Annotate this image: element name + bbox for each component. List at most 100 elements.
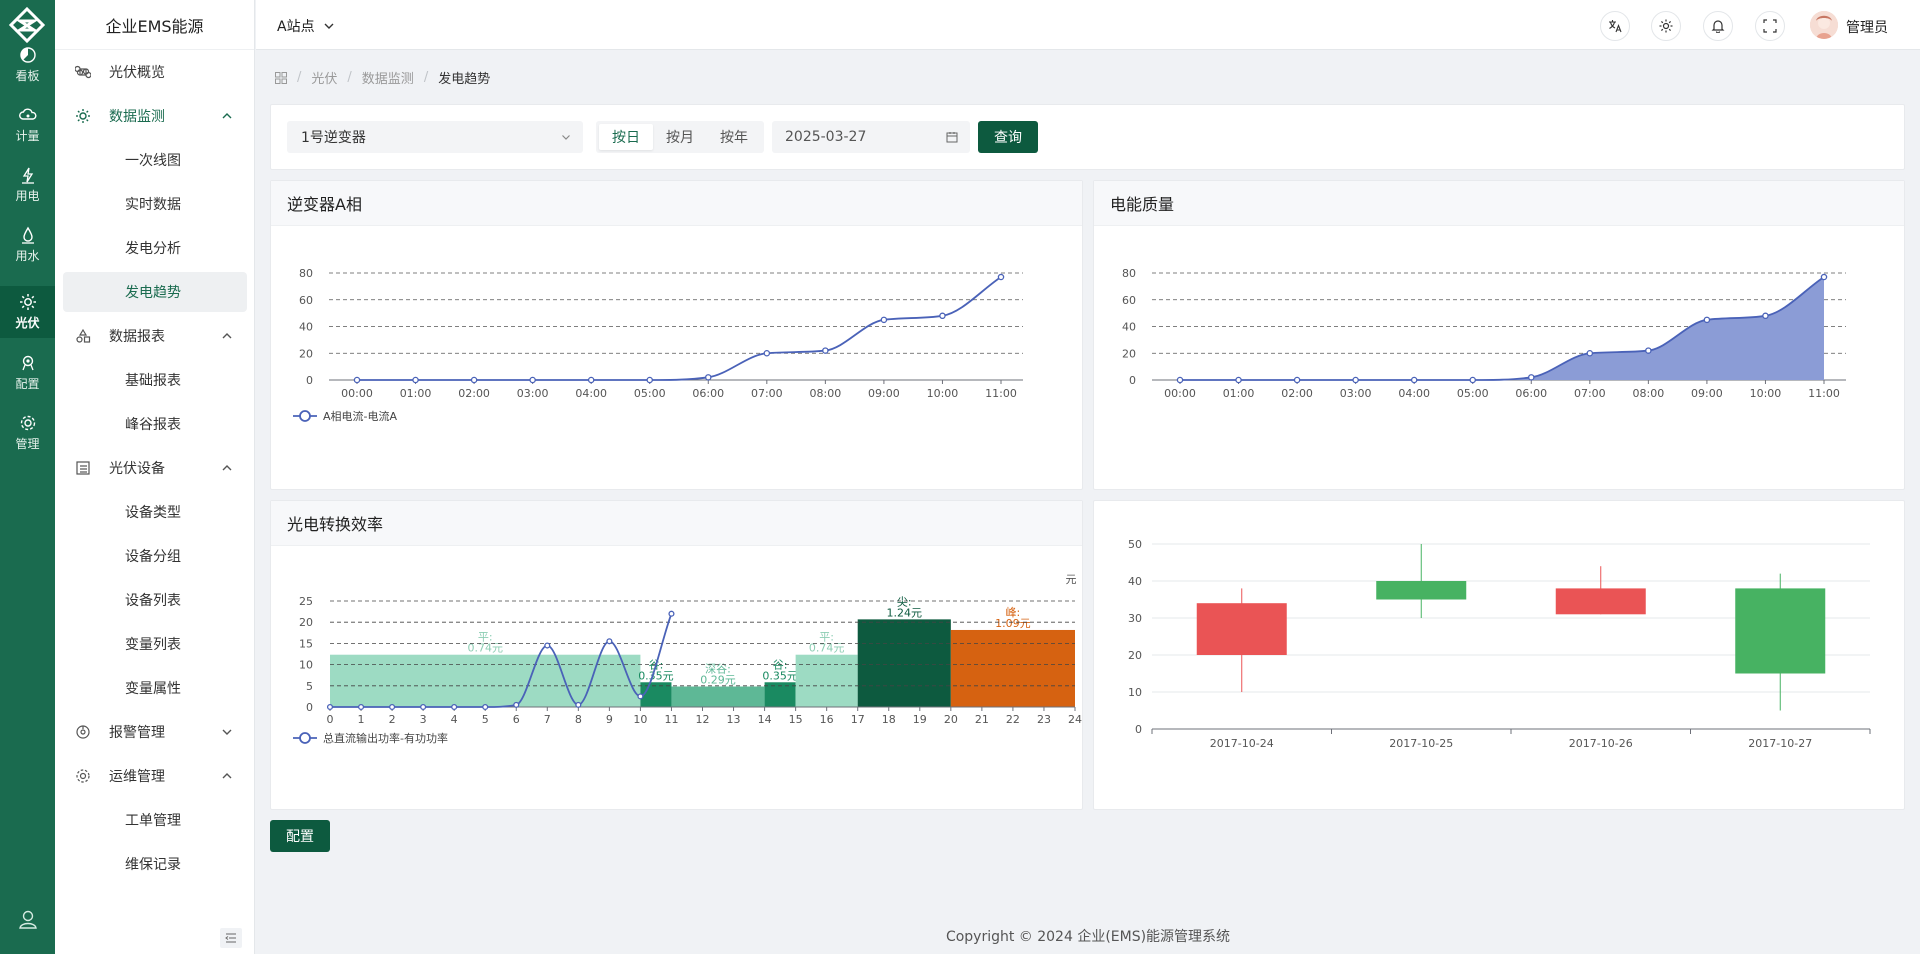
breadcrumb-item[interactable]: 数据监测	[361, 72, 414, 87]
menu-sub-device-group[interactable]: 设备分组	[63, 536, 247, 576]
water-icon	[21, 226, 34, 244]
menu-collapse-button[interactable]	[220, 928, 242, 948]
user-profile-icon[interactable]	[17, 908, 39, 930]
rail-item-electricity[interactable]: 用电	[0, 158, 55, 212]
menu-label-overview: 光伏概览	[109, 65, 165, 81]
menu-sub-device-list[interactable]: 设备列表	[63, 580, 247, 620]
menu-sub-device-type[interactable]: 设备类型	[63, 492, 247, 532]
x-tick-label: 07:00	[751, 387, 783, 400]
x-tick-label: 00:00	[341, 387, 373, 400]
notification-button[interactable]	[1703, 11, 1733, 41]
rail-label-solar: 光伏	[15, 316, 40, 330]
candle-body	[1376, 581, 1467, 600]
menu-sub-label: 设备类型	[125, 505, 181, 521]
rail-label-metering: 计量	[15, 129, 40, 143]
menu-item-device[interactable]: 光伏设备	[55, 448, 255, 488]
data-point	[1293, 376, 1301, 384]
menu-sub-single-line[interactable]: 一次线图	[63, 140, 247, 180]
breadcrumb-item[interactable]: 光伏	[311, 72, 338, 87]
menu-sub-basic-report[interactable]: 基础报表	[63, 360, 247, 400]
menu-sub-variable-list[interactable]: 变量列表	[63, 624, 247, 664]
chevron-up-icon	[222, 773, 232, 779]
y-tick-label: 30	[1128, 612, 1142, 625]
inverter-select-value: 1号逆变器	[301, 130, 366, 146]
candlestick-chart: 0 10 20 30 40 50 2017-10-24 2017-10-25 2017-10-2…	[1128, 538, 1871, 750]
x-tick-label: 10	[633, 713, 647, 726]
menu-sub-trend[interactable]: 发电趋势	[63, 272, 247, 312]
user-name[interactable]: 管理员	[1846, 20, 1888, 36]
menu-sub-label: 实时数据	[125, 197, 181, 213]
rail-label-dashboard: 看板	[15, 69, 40, 83]
rail-item-metering[interactable]: 计量	[0, 98, 55, 152]
data-point	[705, 374, 712, 381]
rail-label-electricity: 用电	[15, 189, 40, 203]
config-button[interactable]: 配置	[270, 820, 330, 852]
fullscreen-button[interactable]	[1755, 11, 1785, 41]
avatar-image	[1810, 11, 1838, 39]
rail-label-water: 用水	[15, 249, 40, 263]
x-tick-label: 1	[358, 713, 365, 726]
menu-sub-variable-attr[interactable]: 变量属性	[63, 668, 247, 708]
rail-item-dashboard[interactable]: 看板	[0, 38, 55, 92]
x-tick-label: 24	[1068, 713, 1082, 726]
x-tick-label: 06:00	[692, 387, 724, 400]
data-point	[1176, 376, 1184, 384]
avatar[interactable]	[1810, 11, 1838, 39]
menu-label-ops: 运维管理	[109, 769, 165, 785]
y-right-unit: 元	[1066, 573, 1077, 586]
menu-sub-peak-report[interactable]: 峰谷报表	[63, 404, 247, 444]
legend-label: A相电流-电流A	[323, 409, 397, 423]
menu-label-device: 光伏设备	[109, 461, 165, 477]
icon-rail: 看板 计量 用电 用水 光伏 配置 管理	[0, 0, 55, 954]
menu-sub-realtime[interactable]: 实时数据	[63, 184, 247, 224]
period-month-button[interactable]: 按月	[666, 130, 694, 146]
site-select[interactable]: A站点	[277, 16, 335, 36]
menu-sub-maintenance[interactable]: 维保记录	[63, 844, 247, 884]
data-point	[587, 376, 595, 384]
menu-sub-label: 设备列表	[125, 593, 181, 609]
price-band-value: 0.74元	[809, 642, 845, 655]
language-button[interactable]	[1600, 11, 1630, 41]
menu-label-alarm: 报警管理	[109, 725, 165, 741]
site-select-value: A站点	[277, 19, 315, 35]
date-picker[interactable]: 2025-03-27	[772, 121, 970, 153]
theme-toggle-button[interactable]	[1651, 11, 1681, 41]
y-tick-label: 0	[306, 374, 313, 387]
command-icon	[75, 65, 91, 79]
query-button[interactable]: 查询	[978, 121, 1038, 153]
data-point	[1586, 350, 1594, 357]
rail-label-config: 配置	[15, 377, 40, 391]
price-band-bar	[764, 682, 796, 707]
menu-item-alarm[interactable]: 报警管理	[55, 712, 255, 752]
menu-item-monitor[interactable]: 数据监测	[55, 96, 255, 136]
y-tick-label: 10	[1128, 686, 1142, 699]
panel-efficiency: 光电转换效率 平: 0.74元 谷: 0.35元 深谷: 0.29元 谷: 0.35元 平: 0.…	[270, 500, 1083, 810]
rail-item-solar[interactable]: 光伏	[0, 286, 55, 338]
menu-sub-analysis[interactable]: 发电分析	[63, 228, 247, 268]
rail-item-manage[interactable]: 管理	[0, 406, 55, 460]
price-band-value: 0.74元	[467, 642, 503, 655]
breadcrumb-current: 发电趋势	[438, 72, 491, 87]
menu-item-report[interactable]: 数据报表	[55, 316, 255, 356]
footer-copyright: Copyright © 2024 企业(EMS)能源管理系统	[945, 929, 1231, 945]
logo-icon	[9, 7, 45, 43]
period-year-button[interactable]: 按年	[720, 130, 748, 146]
data-point	[668, 610, 675, 617]
rail-item-config[interactable]: 配置	[0, 346, 55, 400]
side-menu: 企业EMS能源 光伏概览 数据监测 一次线图 实时数据 发电分析 发电趋势 数据…	[55, 0, 255, 954]
period-day-button[interactable]: 按日	[599, 124, 653, 150]
x-tick-label: 2	[389, 713, 396, 726]
data-point	[1762, 312, 1769, 320]
menu-item-ops[interactable]: 运维管理	[55, 756, 255, 796]
menu-item-overview[interactable]: 光伏概览	[55, 52, 255, 92]
x-tick-label: 7	[544, 713, 551, 726]
rail-item-water[interactable]: 用水	[0, 218, 55, 272]
menu-sub-work-order[interactable]: 工单管理	[63, 800, 247, 840]
inverter-select[interactable]: 1号逆变器	[287, 121, 583, 153]
x-tick-label: 22	[1006, 713, 1020, 726]
price-band-value: 0.35元	[638, 669, 674, 682]
x-tick-label: 17	[851, 713, 865, 726]
price-band-bar	[640, 682, 672, 707]
grid-icon[interactable]	[275, 71, 287, 84]
x-tick-label: 07:00	[1574, 387, 1606, 400]
